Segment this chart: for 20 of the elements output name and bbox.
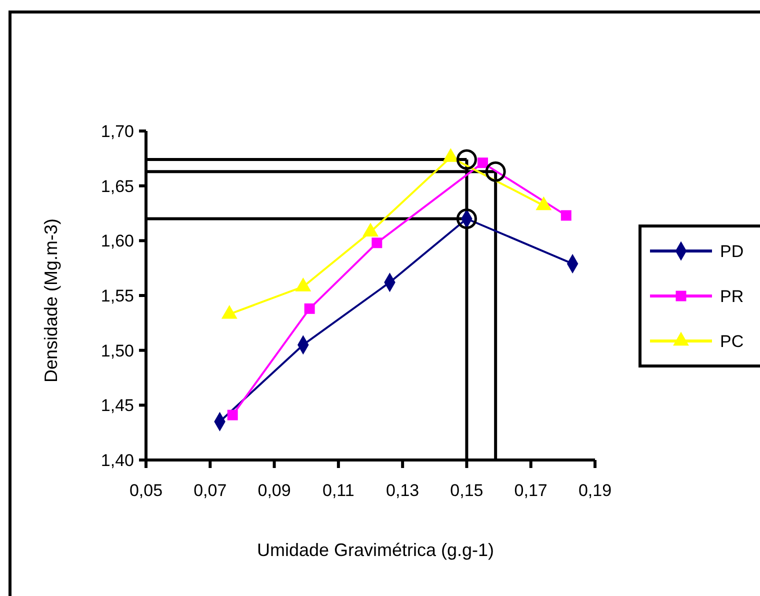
y-tick-label: 1,70 xyxy=(100,122,134,141)
x-tick-label: 0,07 xyxy=(194,481,227,500)
y-tick-label: 1,40 xyxy=(100,450,134,470)
x-tick-label: 0,19 xyxy=(578,481,612,500)
y-tick-label: 1,55 xyxy=(100,286,134,306)
x-tick-label: 0,13 xyxy=(386,481,420,500)
x-axis-title: Umidade Gravimétrica (g.g-1) xyxy=(256,540,494,560)
x-tick-label: 0,15 xyxy=(450,481,484,500)
y-tick-label: 1,65 xyxy=(100,176,134,196)
y-tick-label: 1,45 xyxy=(100,396,134,416)
legend-label: PD xyxy=(720,242,744,261)
x-tick-label: 0,11 xyxy=(322,481,354,500)
x-tick-label: 0,09 xyxy=(258,481,291,500)
legend-label: PR xyxy=(720,286,744,306)
y-tick-label: 1,50 xyxy=(100,341,134,360)
legend-label: PC xyxy=(720,332,744,351)
x-tick-label: 0,05 xyxy=(129,481,163,500)
y-tick-label: 1,60 xyxy=(100,232,134,251)
y-axis-title: Densidade (Mg.m-3) xyxy=(41,218,61,383)
x-tick-label: 0,17 xyxy=(514,481,548,500)
